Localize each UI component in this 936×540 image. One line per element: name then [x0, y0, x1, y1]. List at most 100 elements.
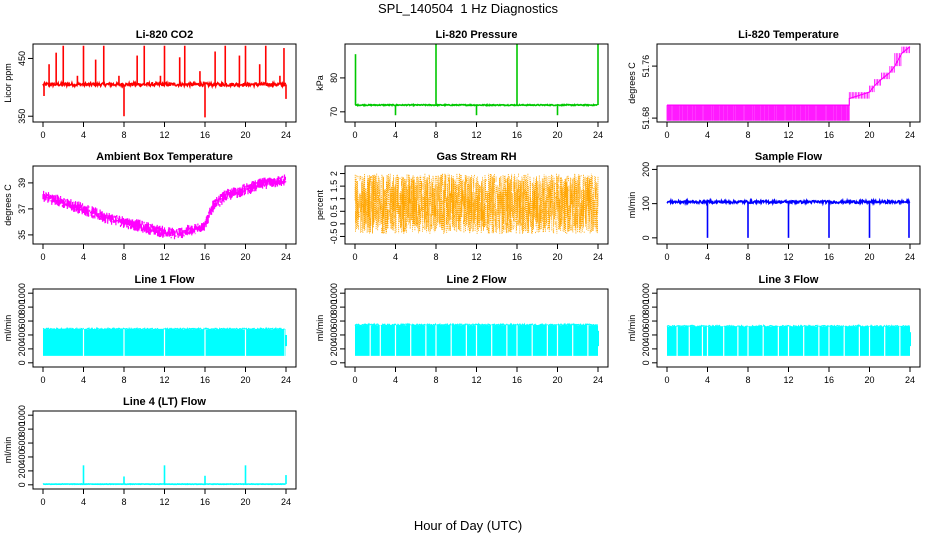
x-tick-label: 12 — [783, 130, 793, 140]
x-tick-label: 4 — [81, 252, 86, 262]
chart-title: Line 3 Flow — [759, 274, 819, 286]
y-axis-label: ml/min — [627, 315, 637, 342]
x-tick-label: 4 — [81, 130, 86, 140]
x-tick-label: 24 — [905, 375, 915, 385]
x-tick-label: 16 — [200, 130, 210, 140]
x-tick-label: 20 — [240, 497, 250, 507]
x-tick-label: 20 — [552, 252, 562, 262]
chart-panel: Line 3 Flow ml/min 0 4 8 12 16 20 24 0 20040060080… — [627, 274, 921, 385]
chart-title: Li-820 Pressure — [436, 29, 518, 41]
y-tick-label: 80 — [329, 73, 339, 83]
y-tick-label: 400 — [641, 327, 651, 342]
x-tick-label: 20 — [552, 375, 562, 385]
x-tick-label: 0 — [40, 497, 45, 507]
y-tick-label: 0 — [329, 221, 339, 226]
y-tick-label: 600 — [17, 314, 27, 329]
temperature-line — [667, 46, 911, 106]
y-tick-label: 200 — [641, 162, 651, 177]
y-tick-label: 1 — [329, 196, 339, 201]
x-tick-label: 20 — [240, 130, 250, 140]
y-tick-label: 200 — [17, 341, 27, 356]
temperature-bursts — [848, 46, 910, 99]
y-tick-label: 0 — [329, 360, 339, 365]
x-tick-label: 4 — [393, 252, 398, 262]
x-tick-label: 12 — [783, 375, 793, 385]
x-tick-label: 0 — [664, 375, 669, 385]
x-tick-label: 24 — [905, 130, 915, 140]
x-tick-label: 24 — [281, 497, 291, 507]
chart-title: Li-820 Temperature — [738, 29, 839, 41]
y-tick-label: 600 — [17, 436, 27, 451]
x-tick-label: 24 — [281, 130, 291, 140]
x-tick-label: 24 — [281, 252, 291, 262]
y-tick-label: 0 — [641, 360, 651, 365]
x-tick-label: 0 — [40, 375, 45, 385]
x-tick-label: 12 — [471, 252, 481, 262]
x-tick-label: 24 — [593, 130, 603, 140]
x-tick-label: 0 — [664, 252, 669, 262]
y-tick-label: 800 — [17, 422, 27, 437]
y-tick-label: 800 — [641, 300, 651, 315]
y-tick-label: 450 — [17, 51, 27, 66]
y-tick-label: 800 — [17, 300, 27, 315]
x-tick-label: 0 — [40, 252, 45, 262]
x-tick-label: 12 — [783, 252, 793, 262]
chart-panel: Ambient Box Temperature degrees C 0 4 8 12 16 2… — [3, 151, 297, 262]
y-tick-label: 0 — [17, 482, 27, 487]
plot-area — [666, 197, 911, 238]
y-tick-label: 51.68 — [641, 107, 651, 130]
y-tick-label: 400 — [17, 327, 27, 342]
chart-panel: Li-820 Temperature degrees C 0 4 8 12 16 20 24 51… — [627, 29, 921, 140]
y-tick-label: 600 — [329, 314, 339, 329]
flow-band-edge — [354, 322, 598, 328]
y-tick-label: 37 — [17, 204, 27, 214]
x-tick-label: 16 — [824, 130, 834, 140]
x-tick-label: 16 — [512, 252, 522, 262]
y-tick-label: 100 — [641, 196, 651, 211]
y-tick-label: 1000 — [641, 283, 651, 303]
chart-title: Line 4 (LT) Flow — [123, 396, 206, 408]
x-tick-label: 4 — [705, 375, 710, 385]
y-tick-label: 1.5 — [329, 180, 339, 193]
y-tick-label: 1000 — [17, 405, 27, 425]
y-axis-label: percent — [315, 189, 325, 220]
x-tick-label: 0 — [664, 130, 669, 140]
plot-area — [666, 323, 911, 358]
y-tick-label: 350 — [17, 109, 27, 124]
x-tick-label: 16 — [824, 375, 834, 385]
y-tick-label: 200 — [329, 341, 339, 356]
x-tick-label: 8 — [121, 497, 126, 507]
chart-title: Gas Stream RH — [436, 151, 516, 163]
y-tick-label: 0.5 — [329, 205, 339, 218]
x-tick-label: 8 — [433, 375, 438, 385]
x-tick-label: 4 — [705, 252, 710, 262]
chart-panel: Li-820 CO2 Licor ppm 0 4 8 12 16 20 24 350 450 — [3, 29, 297, 140]
y-axis-label: ml/min — [3, 437, 13, 464]
x-tick-label: 24 — [593, 252, 603, 262]
y-tick-label: 0 — [17, 360, 27, 365]
x-tick-label: 0 — [40, 130, 45, 140]
x-tick-label: 20 — [864, 252, 874, 262]
y-tick-label: 2 — [329, 171, 339, 176]
chart-panel: Li-820 Pressure kPa 0 4 8 12 16 20 24 70 80 — [315, 29, 609, 140]
plot-area — [42, 326, 287, 358]
x-tick-label: 16 — [824, 252, 834, 262]
y-tick-label: 1000 — [17, 283, 27, 303]
chart-title: Line 2 Flow — [447, 274, 507, 286]
x-tick-label: 8 — [745, 375, 750, 385]
y-axis-label: Licor ppm — [3, 63, 13, 103]
y-axis-label: ml/min — [315, 315, 325, 342]
plot-area — [42, 465, 287, 486]
chart-title: Sample Flow — [755, 151, 823, 163]
y-axis-label: ml/min — [627, 192, 637, 219]
x-tick-label: 24 — [905, 252, 915, 262]
x-tick-label: 12 — [471, 130, 481, 140]
x-tick-label: 12 — [159, 130, 169, 140]
x-tick-label: 8 — [745, 130, 750, 140]
chart-panel: Line 1 Flow ml/min 0 4 8 12 16 20 24 0 20040060080… — [3, 274, 297, 385]
flow-band-edge — [42, 326, 286, 332]
y-tick-label: 39 — [17, 178, 27, 188]
y-axis-label: degrees C — [3, 184, 13, 226]
y-tick-label: 1000 — [329, 283, 339, 303]
x-tick-label: 8 — [433, 130, 438, 140]
